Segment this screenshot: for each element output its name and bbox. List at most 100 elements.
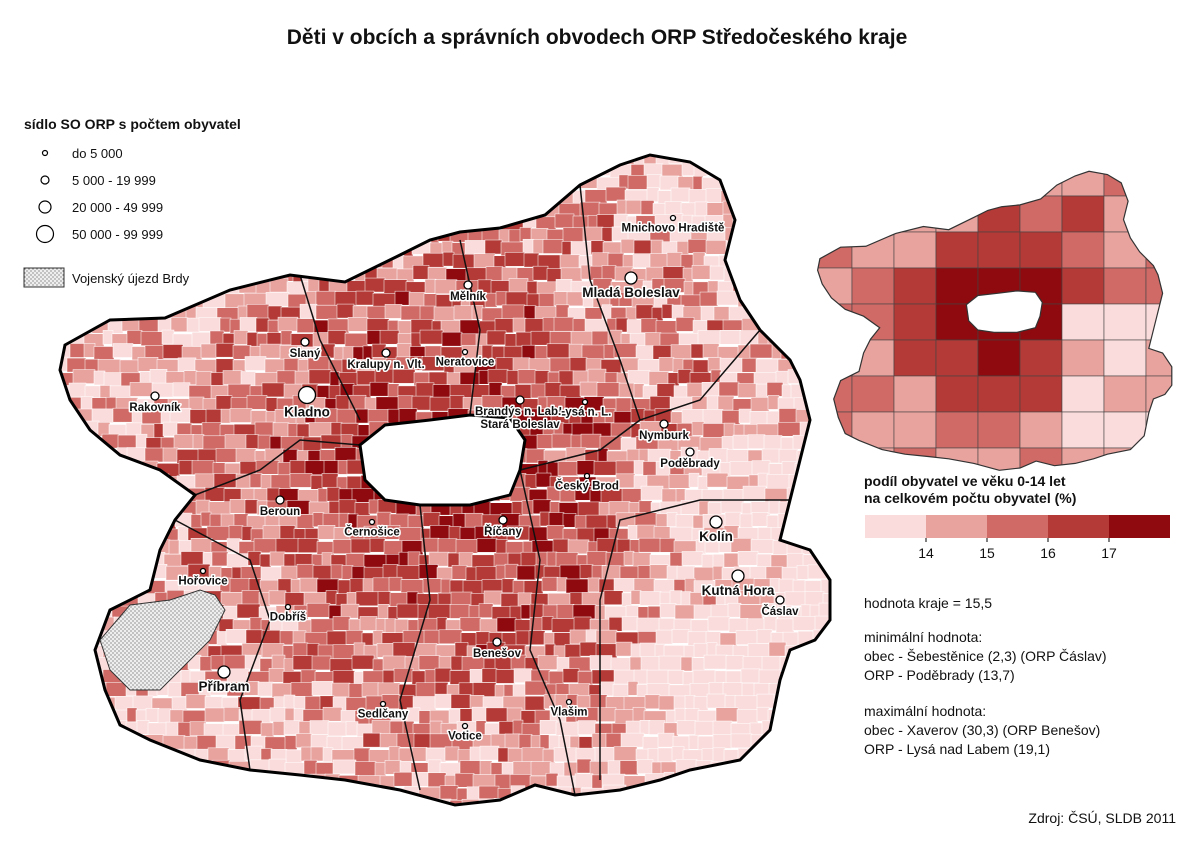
- municipality: [570, 434, 583, 450]
- municipality: [382, 177, 399, 192]
- municipality: [424, 278, 437, 294]
- municipality: [702, 343, 720, 358]
- municipality: [530, 383, 547, 399]
- municipality: [268, 785, 281, 801]
- municipality: [290, 682, 314, 697]
- municipality: [284, 735, 298, 750]
- municipality: [86, 746, 101, 761]
- municipality: [123, 785, 139, 801]
- municipality: [744, 226, 765, 242]
- municipality: [786, 227, 810, 242]
- municipality: [186, 242, 205, 257]
- municipality: [183, 736, 199, 751]
- municipality: [640, 656, 661, 671]
- municipality: [803, 694, 816, 710]
- orp-area: [851, 171, 895, 197]
- municipality: [726, 798, 746, 805]
- municipality: [579, 564, 594, 579]
- municipality: [310, 734, 329, 750]
- municipality: [161, 292, 179, 307]
- municipality: [355, 253, 373, 268]
- municipality: [270, 474, 292, 490]
- municipality: [244, 162, 266, 178]
- municipality: [178, 155, 196, 166]
- municipality: [800, 177, 824, 193]
- municipality: [60, 733, 71, 749]
- municipality: [109, 463, 126, 479]
- municipality: [103, 553, 121, 568]
- municipality: [442, 215, 456, 230]
- municipality: [396, 343, 412, 358]
- municipality: [462, 200, 485, 216]
- municipality: [431, 201, 455, 216]
- municipality: [158, 175, 181, 191]
- municipality: [432, 384, 452, 399]
- municipality: [621, 616, 639, 631]
- municipality: [813, 449, 830, 465]
- municipality: [279, 213, 300, 229]
- municipality: [786, 710, 802, 725]
- orp-area: [1188, 196, 1200, 232]
- municipality: [743, 799, 757, 805]
- orp-area: [1103, 231, 1147, 269]
- municipality: [267, 319, 280, 335]
- city-label: Mnichovo Hradiště: [622, 223, 725, 235]
- municipality: [644, 694, 661, 710]
- municipality: [229, 408, 253, 423]
- municipality: [269, 707, 287, 722]
- municipality: [217, 801, 236, 805]
- municipality: [769, 318, 783, 334]
- municipality: [581, 155, 604, 167]
- municipality: [364, 155, 381, 164]
- municipality: [646, 187, 660, 202]
- municipality: [699, 291, 719, 307]
- municipality: [375, 396, 400, 412]
- municipality: [521, 747, 545, 762]
- municipality: [777, 513, 801, 528]
- municipality: [346, 475, 363, 491]
- municipality: [268, 590, 287, 606]
- municipality: [532, 499, 552, 515]
- municipality: [162, 344, 184, 359]
- municipality: [750, 266, 775, 281]
- municipality: [538, 292, 556, 308]
- orp-area: [977, 339, 1021, 377]
- municipality: [766, 473, 791, 489]
- municipality: [278, 787, 296, 803]
- municipality: [216, 212, 229, 228]
- municipality: [706, 472, 729, 488]
- municipality: [332, 539, 353, 554]
- municipality: [103, 372, 123, 387]
- municipality: [338, 227, 356, 242]
- municipality: [490, 462, 506, 477]
- city-label: Kutná Hora: [702, 583, 775, 598]
- orp-area: [1103, 303, 1147, 341]
- municipality: [630, 590, 642, 605]
- municipality: [627, 370, 651, 385]
- municipality: [244, 254, 256, 269]
- municipality: [263, 161, 284, 177]
- municipality: [720, 499, 744, 514]
- municipality: [669, 590, 683, 605]
- municipality: [253, 242, 276, 257]
- municipality: [187, 164, 203, 180]
- municipality: [818, 736, 830, 752]
- municipality: [307, 278, 321, 293]
- municipality: [268, 800, 291, 805]
- municipality: [85, 773, 105, 788]
- municipality: [832, 358, 853, 372]
- municipality: [712, 720, 733, 736]
- municipality: [272, 188, 289, 203]
- municipality: [267, 201, 280, 217]
- municipality: [680, 656, 694, 672]
- municipality: [112, 343, 134, 358]
- main-map: [58, 153, 853, 807]
- municipality: [129, 239, 154, 255]
- municipality: [489, 472, 505, 488]
- municipality: [205, 155, 229, 164]
- municipality: [666, 512, 678, 527]
- municipality: [328, 786, 353, 802]
- municipality: [561, 174, 578, 189]
- municipality: [334, 446, 358, 462]
- municipality: [224, 161, 247, 177]
